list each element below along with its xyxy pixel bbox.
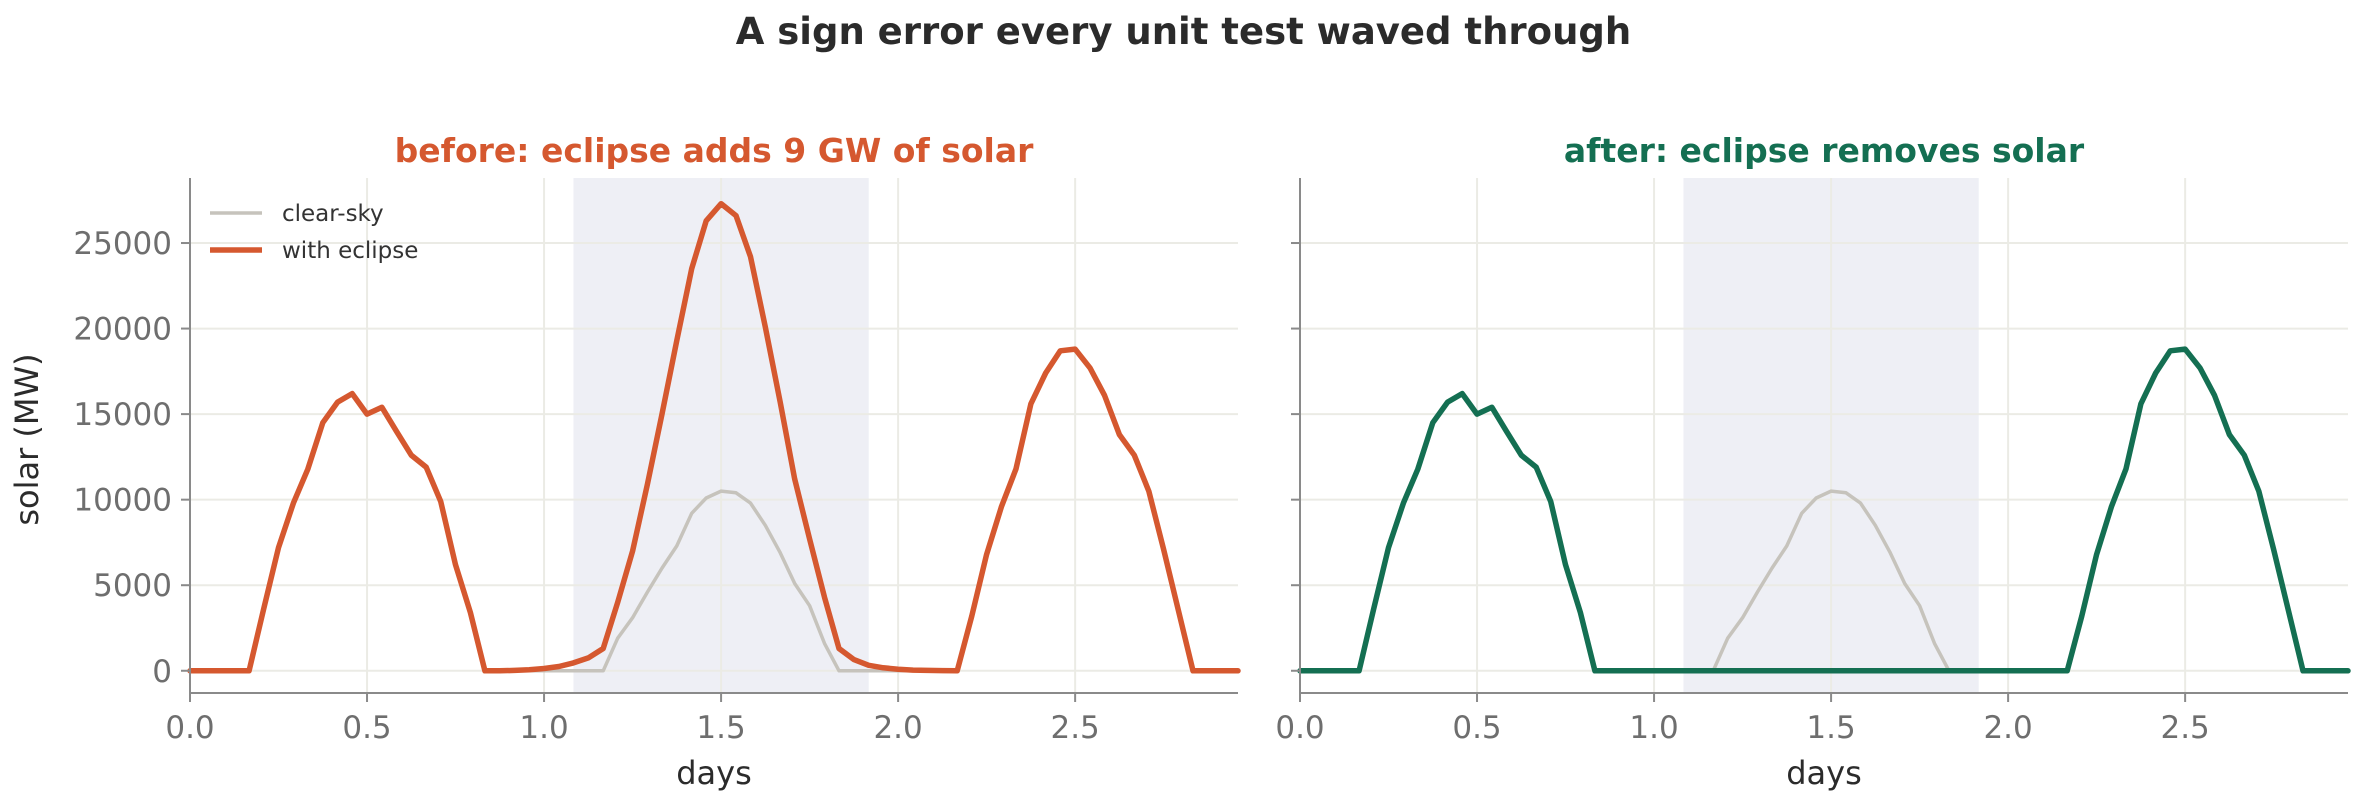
y-tick-label: 5000 — [93, 568, 172, 604]
x-tick-label: 1.5 — [696, 710, 745, 746]
x-tick-label: 0.0 — [1275, 710, 1324, 746]
x-tick-label: 2.5 — [1050, 710, 1099, 746]
y-tick-label: 15000 — [73, 397, 172, 433]
y-tick-label: 25000 — [73, 226, 172, 262]
y-tick-label: 10000 — [73, 483, 172, 519]
x-tick-label: 0.5 — [1452, 710, 1501, 746]
panel-title: before: eclipse adds 9 GW of solar — [395, 131, 1035, 170]
series-line-with-eclipse — [187, 200, 1241, 674]
y-tick-label: 20000 — [73, 312, 172, 348]
x-tick-label: 1.5 — [1806, 710, 1855, 746]
x-tick-label: 0.0 — [165, 710, 214, 746]
x-tick-label: 0.5 — [342, 710, 391, 746]
x-tick-label: 1.0 — [519, 710, 568, 746]
x-tick-label: 2.0 — [873, 710, 922, 746]
panel-1: 0.0 0.5 1.0 1.5 2.0 2.5 0 5000 10000 15000 20000 25… — [8, 131, 1241, 792]
x-tick-label: 1.0 — [1629, 710, 1678, 746]
x-tick-label: 2.0 — [1983, 710, 2032, 746]
legend: clear-sky with eclipse — [210, 201, 418, 264]
legend-label: with eclipse — [282, 238, 418, 264]
x-axis-label: days — [1786, 754, 1862, 792]
legend-label: clear-sky — [282, 201, 384, 227]
series-line-with-eclipse — [1297, 346, 2351, 674]
panel-2: 0.0 0.5 1.0 1.5 2.0 2.5 days after: eclipse rem… — [1275, 131, 2351, 792]
panel-title: after: eclipse removes solar — [1564, 131, 2085, 170]
y-tick-label: 0 — [152, 654, 172, 690]
x-tick-label: 2.5 — [2160, 710, 2209, 746]
figure-title: A sign error every unit test waved throu… — [735, 10, 1632, 53]
y-axis-label: solar (MW) — [8, 353, 46, 525]
x-axis-label: days — [676, 754, 752, 792]
